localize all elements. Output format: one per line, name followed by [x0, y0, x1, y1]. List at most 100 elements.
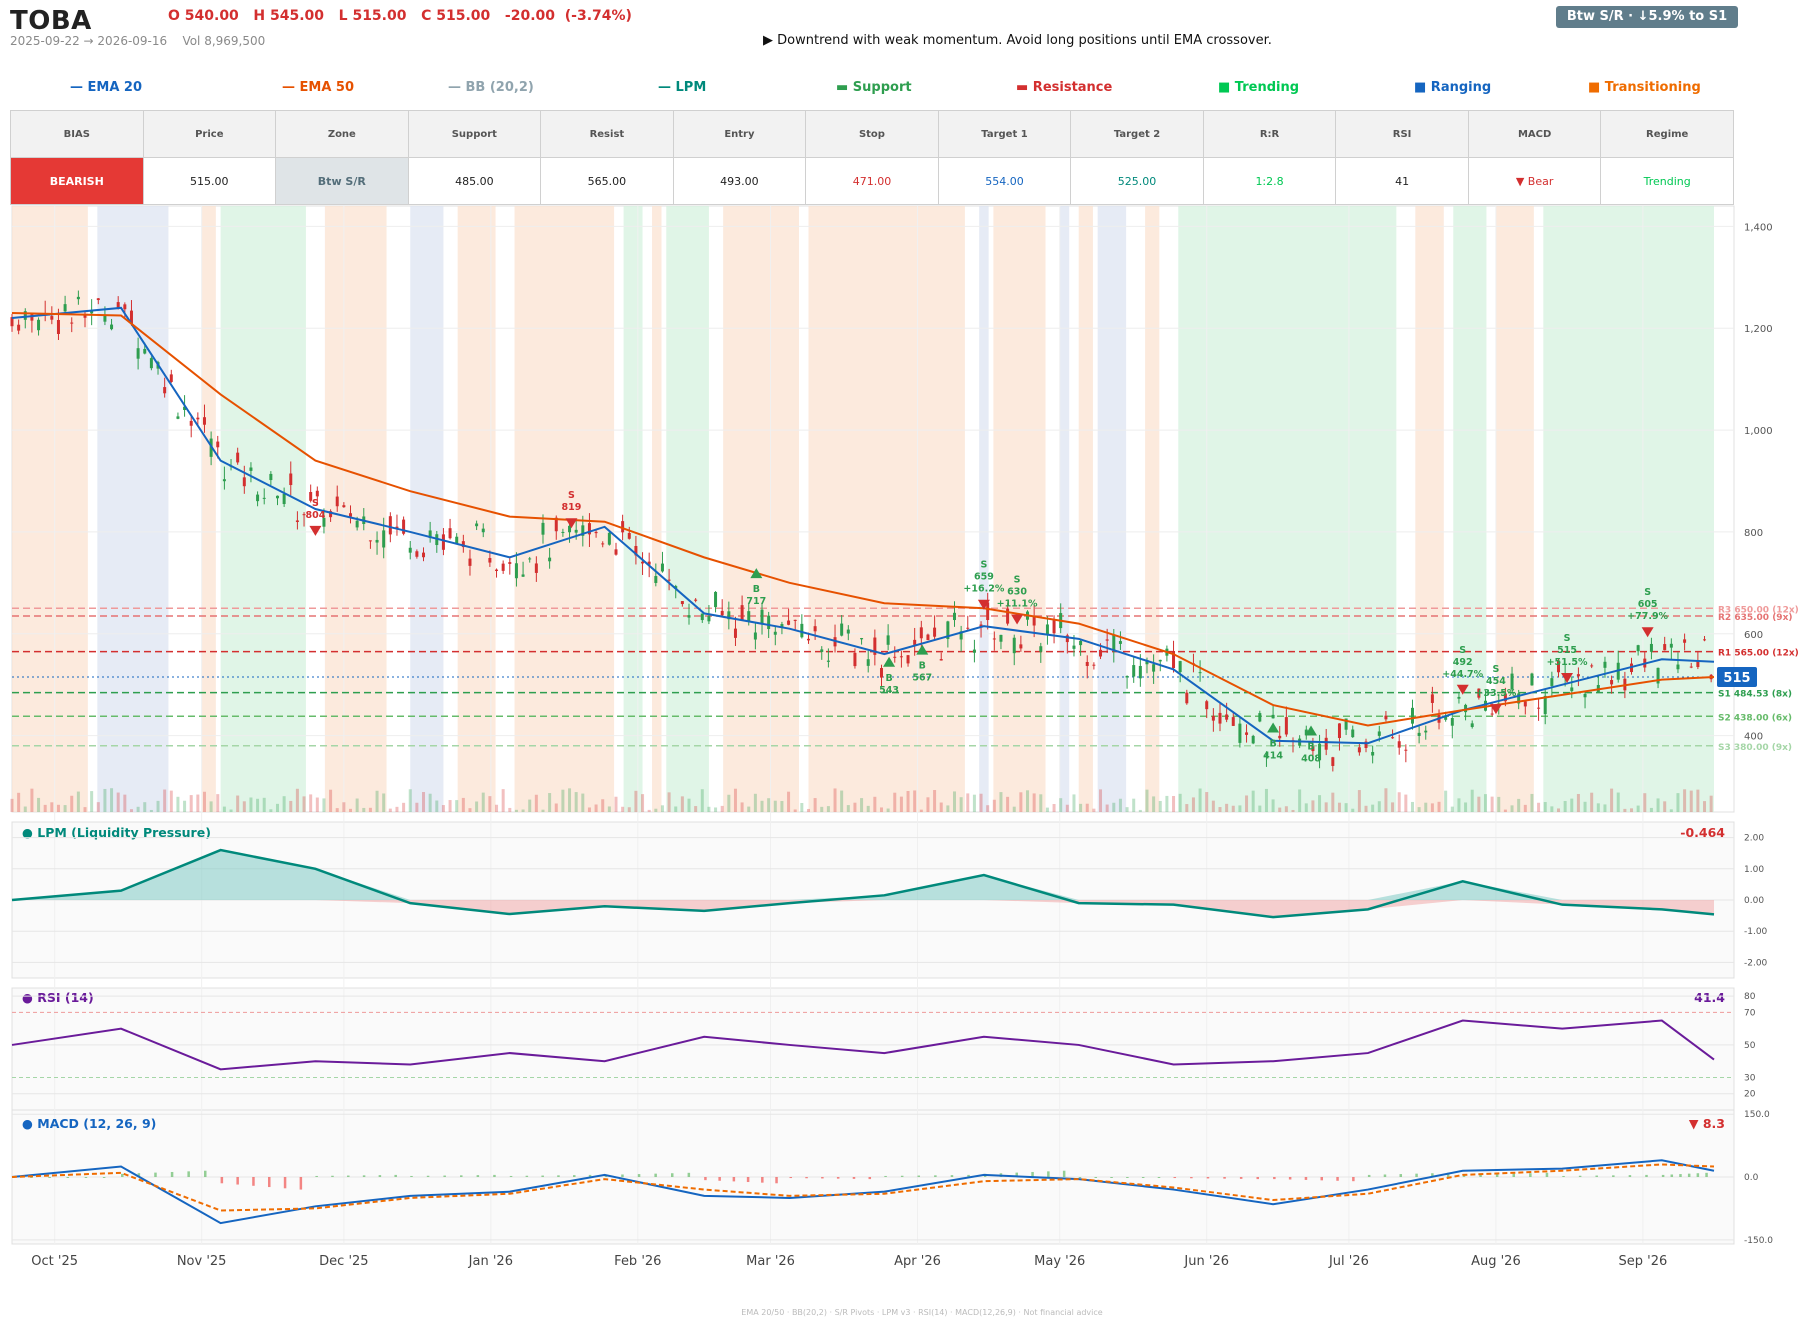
price-tick-label: 1,400 [1744, 222, 1773, 233]
macd-histogram-bar [1399, 1174, 1403, 1177]
volume-bar [1377, 801, 1381, 812]
candle-body [349, 513, 353, 517]
volume-bar [163, 789, 167, 812]
date-range: 2025-09-22 → 2026-09-16 [10, 34, 168, 48]
signal-table-values: BEARISH 515.00 Btw S/R 485.00 565.00 493.00 47… [10, 157, 1734, 205]
candle-body [1264, 754, 1268, 756]
candle-body [1550, 678, 1554, 686]
volume-bar [189, 795, 193, 812]
ohlc-readout: O 540.00 H 545.00 L 515.00 C 515.00 -20.… [168, 8, 632, 24]
candle-body [753, 632, 757, 640]
candle-body [1384, 715, 1388, 720]
lpm-tick-label: -2.00 [1744, 958, 1768, 968]
rsi-tick-label: 30 [1744, 1073, 1756, 1083]
volume-bar [720, 805, 724, 812]
macd-histogram-bar [102, 1177, 106, 1178]
volume-bar [667, 792, 671, 812]
volume-bar [1590, 792, 1594, 812]
candle-body [1583, 693, 1587, 698]
regime-band [410, 206, 444, 812]
candle-body [972, 649, 976, 653]
candle-body [501, 563, 505, 571]
regime-band [993, 206, 1046, 812]
volume-bar [1603, 804, 1607, 812]
volume-bar [183, 800, 187, 812]
volume-bar [574, 792, 578, 812]
candle-body [514, 563, 518, 579]
candle-body [1404, 749, 1408, 751]
volume-bar [1623, 808, 1627, 812]
macd-histogram-bar [1578, 1175, 1582, 1177]
candle-body [587, 523, 591, 535]
candle-body [1245, 732, 1249, 735]
volume-bar [933, 790, 937, 812]
volume-bar [1238, 805, 1242, 812]
macd-tick-label: -150.0 [1744, 1236, 1773, 1246]
volume-bar [1669, 809, 1673, 812]
volume-bar [249, 797, 253, 812]
volume-bar [1218, 807, 1222, 812]
volume-bar [1158, 800, 1162, 812]
volume-bar [1517, 798, 1521, 812]
rsi-tick-label: 70 [1744, 1008, 1756, 1018]
macd-histogram-bar [1352, 1177, 1355, 1182]
macd-histogram-bar [1190, 1177, 1193, 1179]
macd-histogram-bar [732, 1177, 736, 1182]
volume-bar [1689, 790, 1693, 812]
candle-body [1610, 679, 1614, 685]
candle-body [1357, 747, 1361, 753]
candle-body [1576, 674, 1580, 677]
rsi-panel-value: 41.4 [1694, 990, 1725, 1005]
candle-body [335, 496, 339, 507]
volume-bar [760, 800, 764, 812]
legend-item-transitioning: ■ Transitioning [1588, 80, 1701, 95]
candle-body [196, 417, 200, 420]
volume-bar [1138, 809, 1142, 812]
candle-body [189, 420, 193, 426]
candle-body [56, 319, 60, 335]
candle-body [1324, 737, 1328, 750]
volume-bar [959, 797, 963, 812]
candle-body [242, 477, 246, 487]
candle-body [222, 479, 226, 482]
macd-histogram-bar [30, 1177, 33, 1178]
volume-bar [773, 800, 777, 812]
candle-body [1391, 737, 1395, 739]
buy-marker [1305, 725, 1318, 736]
volume-bar [1457, 798, 1461, 812]
volume-bar [1205, 792, 1209, 812]
macd-histogram-bar [1078, 1177, 1082, 1178]
volume-bar [1497, 796, 1501, 812]
sell-marker [1641, 627, 1654, 638]
volume-bar [335, 808, 339, 812]
rsi-tick-label: 20 [1744, 1090, 1756, 1100]
volume-bar [375, 790, 379, 812]
buy-marker-label: 543 [879, 685, 899, 696]
volume-bar [156, 800, 160, 812]
volume-bar [1211, 800, 1215, 812]
volume-bar [1231, 805, 1235, 812]
volume-bar [1165, 795, 1169, 812]
sell-marker-label: +44.7% [1442, 669, 1483, 680]
current-price-tag-label: 515 [1723, 671, 1750, 686]
volume-bar [435, 800, 439, 812]
candle-body [594, 531, 598, 534]
candle-body [23, 311, 27, 320]
buy-marker [916, 644, 929, 655]
candle-body [96, 298, 100, 301]
volume-bar [1364, 805, 1368, 812]
candle-body [289, 473, 293, 486]
macd-histogram-bar [621, 1174, 624, 1177]
sr-level-label: R2 635.00 (9x) [1718, 613, 1792, 623]
macd-histogram-bar [204, 1170, 207, 1177]
volume-bar [70, 795, 74, 812]
candle-body [899, 656, 903, 658]
volume-bar [1537, 802, 1541, 812]
volume-bar [428, 793, 432, 812]
volume-bar [541, 809, 545, 812]
macd-histogram-bar [1705, 1172, 1708, 1177]
volume-bar [83, 807, 87, 812]
macd-panel-title: ● MACD (12, 26, 9) [22, 1116, 156, 1131]
volume-bar [647, 809, 651, 812]
volume-bar [1616, 792, 1620, 812]
